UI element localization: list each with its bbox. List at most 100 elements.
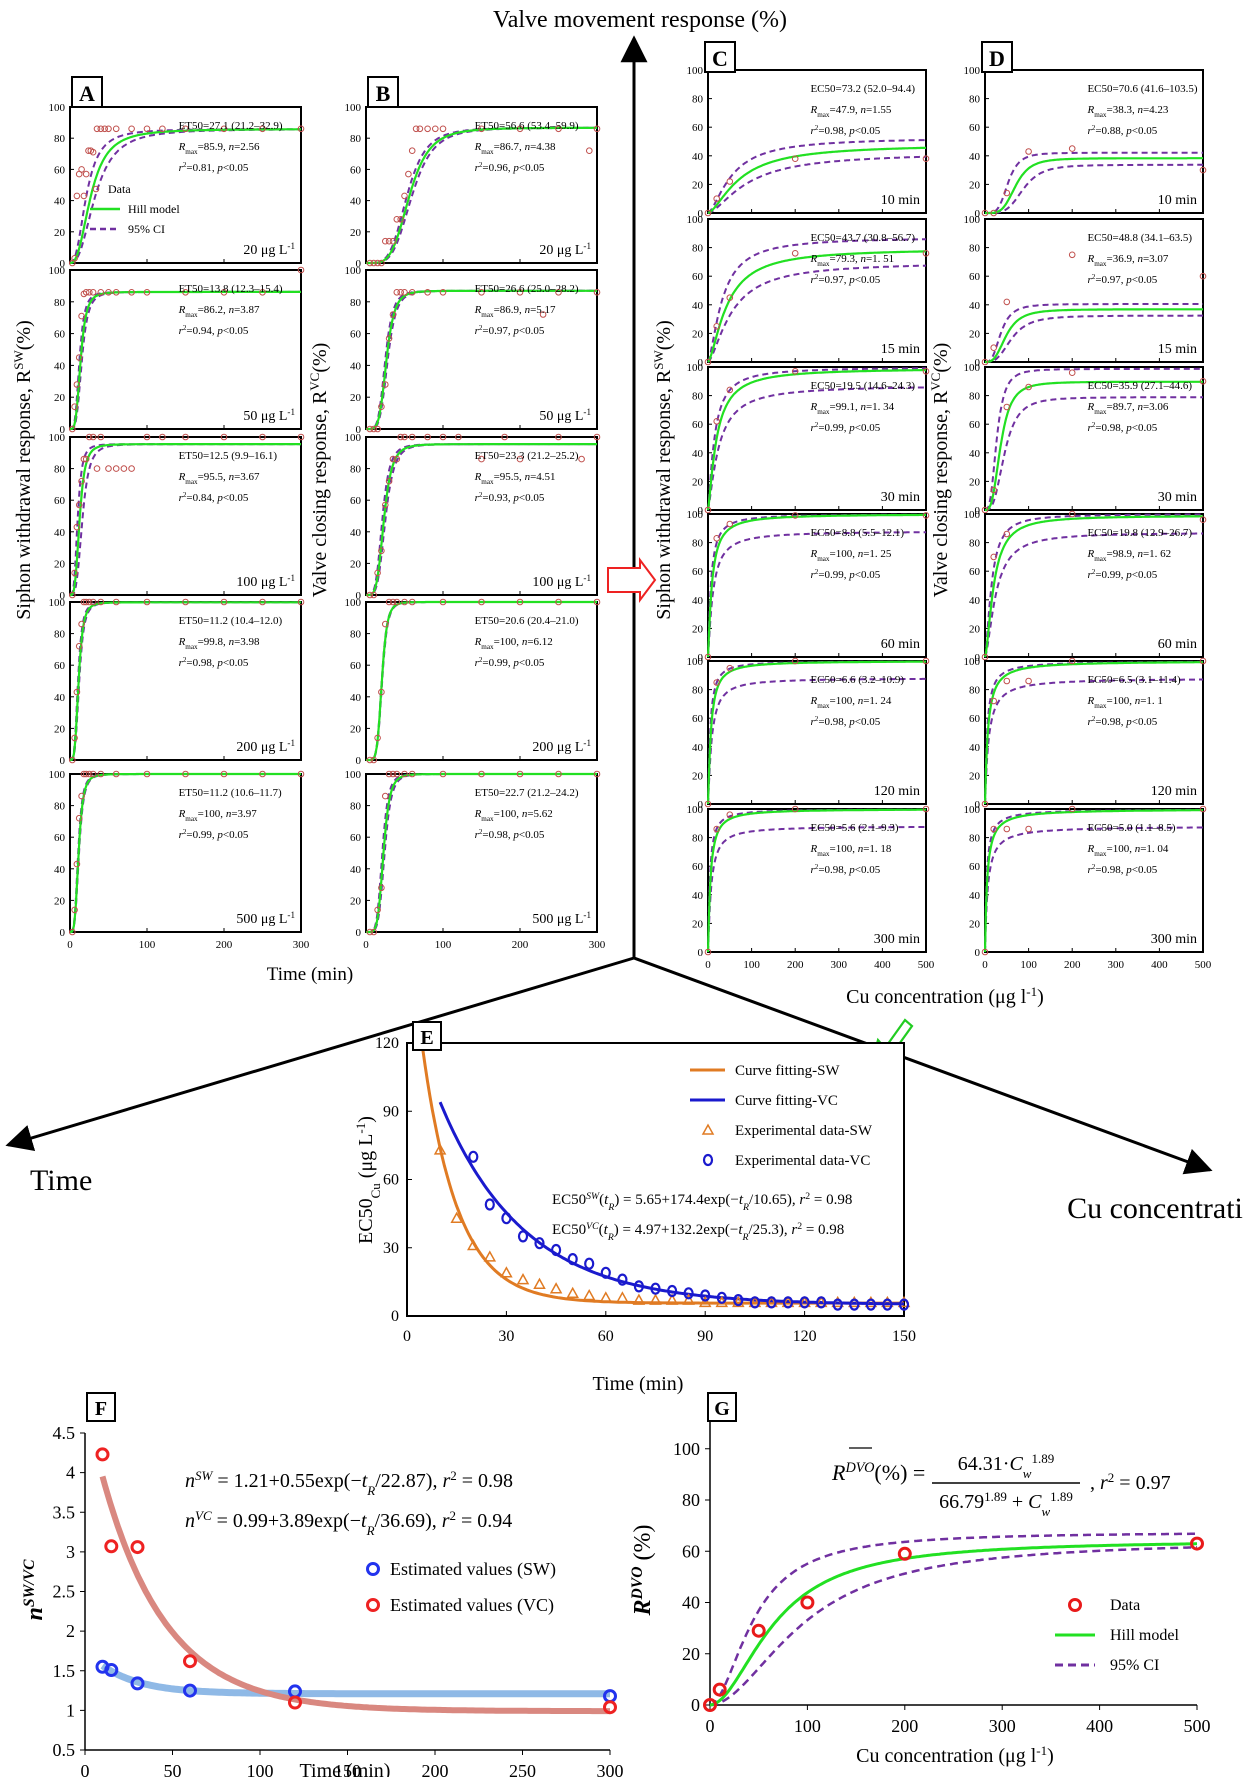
stats-text-part: R bbox=[474, 141, 482, 153]
subplot-a-3: 0 20 40 60 80 100 ET50=12.5 (9.9–16.1) Rmax=95.… bbox=[49, 432, 305, 602]
x-tick-label-part: 100 bbox=[139, 939, 156, 951]
hill-model-line bbox=[983, 809, 1203, 953]
stats-text: Rmax=100, n=1. 18 bbox=[809, 843, 891, 858]
y-tick-label-part: 100 bbox=[964, 65, 981, 77]
data-point bbox=[397, 216, 405, 223]
y-tick-label-part: 3 bbox=[66, 1542, 75, 1562]
stats-text-part: n bbox=[1137, 548, 1143, 560]
panel-label-box bbox=[981, 41, 1013, 73]
data-point bbox=[128, 465, 135, 472]
x-axis-label: Time (min) bbox=[300, 1760, 391, 1777]
equation-r2-part: = 0.97 bbox=[1114, 1472, 1170, 1494]
stats-text-part: n bbox=[229, 304, 235, 316]
subplot-b-3: 0 20 40 60 80 100 ET50=23.3 (21.2–25.2) Rmax=95… bbox=[345, 432, 601, 602]
x-tick-label-part: 0 bbox=[403, 1328, 411, 1345]
y-tick-label-part: 20 bbox=[692, 623, 704, 635]
equation-sw-part: SW bbox=[195, 1468, 214, 1483]
equation-sw-part: = 1.21+0.55exp(− bbox=[212, 1470, 361, 1492]
stats-text: r2=0.99, p<0.05 bbox=[810, 421, 880, 434]
stats-text-part: max bbox=[481, 148, 494, 156]
data-point bbox=[97, 598, 105, 606]
data-point bbox=[75, 501, 83, 509]
y-tick-label: 80 bbox=[350, 464, 362, 476]
stats-text-part: =100, bbox=[494, 636, 522, 648]
data-point bbox=[593, 770, 601, 778]
y-tick-label: 80 bbox=[969, 243, 981, 255]
stats-text-part: =100, bbox=[829, 548, 857, 560]
stats-text: EC50=6.5 (3.1–11.4) bbox=[1087, 674, 1181, 686]
data-point bbox=[408, 598, 416, 606]
y-tick-label-part: 40 bbox=[350, 864, 362, 876]
y-tick-label-part: 80 bbox=[692, 538, 704, 550]
y-tick-label: 20 bbox=[692, 328, 704, 340]
data-point-vc bbox=[501, 1212, 512, 1225]
condition-label-part: -1 bbox=[287, 738, 295, 748]
y-tick-label: 20 bbox=[692, 623, 704, 635]
stats-text: EC50=19.5 (14.6–24.3) bbox=[810, 380, 915, 392]
y-tick-label: 40 bbox=[54, 196, 66, 208]
stats-text-part: p bbox=[512, 492, 519, 504]
condition-label: 10 min bbox=[881, 193, 920, 208]
condition-label-part: 50 μg L bbox=[243, 409, 287, 424]
data-point bbox=[555, 433, 562, 441]
y-axis-label: EC50Cu (μg L-1) bbox=[353, 1116, 383, 1244]
condition-label-part: 60 min bbox=[1158, 637, 1197, 652]
y-tick-label: 60 bbox=[350, 164, 362, 176]
y-tick-label-part: 20 bbox=[54, 558, 66, 570]
data-point bbox=[80, 192, 88, 200]
stats-text-part: <0.05 bbox=[1132, 569, 1158, 581]
data-point-vc bbox=[617, 1273, 628, 1286]
data-point bbox=[432, 125, 439, 133]
data-point bbox=[143, 770, 151, 778]
legend-data-label: Data bbox=[1110, 1597, 1140, 1614]
x-tick-label-part: 500 bbox=[1184, 1716, 1211, 1736]
y-tick-label-part: 0 bbox=[698, 208, 704, 220]
y-tick-label: 100 bbox=[49, 769, 66, 781]
hill-model-line bbox=[707, 146, 926, 215]
data-point bbox=[401, 289, 408, 296]
condition-label: 20 μg L-1 bbox=[243, 241, 295, 258]
y-tick-label: 20 bbox=[692, 476, 704, 488]
y-tick-label: 100 bbox=[49, 432, 66, 444]
data-point bbox=[393, 289, 401, 296]
y-tick-label-part: 0 bbox=[356, 258, 362, 270]
plot-frame bbox=[365, 436, 598, 596]
stats-text-part: ET50=26.6 (25.0–28.2) bbox=[475, 283, 579, 295]
y-tick-label: 100 bbox=[964, 214, 981, 226]
stats-text: r2=0.97, p<0.05 bbox=[810, 273, 880, 286]
stats-text-part: =0.98, bbox=[186, 657, 217, 669]
x-tick-label-part: 500 bbox=[918, 959, 935, 971]
equation-sw: nSW = 1.21+0.55exp(−tR/22.87), r2 = 0.98 bbox=[185, 1468, 513, 1498]
stats-text: r2=0.81, p<0.05 bbox=[179, 161, 249, 174]
stats-text: r2=0.98, p<0.05 bbox=[810, 124, 880, 137]
stats-text-part: =100, bbox=[1106, 843, 1134, 855]
y-tick-label: 20 bbox=[969, 476, 981, 488]
plot-frame bbox=[69, 106, 302, 264]
y-tick-label-part: 80 bbox=[692, 243, 704, 255]
y-tick-label: 20 bbox=[692, 770, 704, 782]
y-tick-label-part: 60 bbox=[969, 566, 981, 578]
subplot-c-5: 0 20 40 60 80 100 EC50=6.6 (3.2–10.9) Rmax=100,… bbox=[687, 656, 930, 811]
legend-data-marker bbox=[1068, 1598, 1082, 1612]
data-point bbox=[922, 155, 930, 162]
y-axis-label: Valve closing response, RVC(%) bbox=[307, 343, 332, 598]
data-point bbox=[593, 433, 601, 441]
x-tick-label: 200 bbox=[512, 939, 529, 951]
y-tick-label: 2 bbox=[66, 1621, 75, 1641]
data-point bbox=[71, 254, 78, 262]
y-tick-label-part: 20 bbox=[969, 623, 981, 635]
data-point bbox=[120, 465, 128, 472]
y-tick-label: 100 bbox=[345, 432, 362, 444]
stats-text: Rmax=100, n=1. 1 bbox=[1086, 695, 1162, 710]
y-tick-label: 100 bbox=[964, 65, 981, 77]
x-axis-label: Time (min) bbox=[593, 1373, 684, 1395]
stats-text: r2=0.99, p<0.05 bbox=[179, 828, 249, 841]
ci-upper-line bbox=[707, 513, 926, 658]
stats-text-part: p bbox=[512, 325, 519, 337]
y-tick-label-part: 100 bbox=[687, 362, 704, 374]
plot-frame bbox=[984, 513, 1204, 658]
stats-text: ET50=20.6 (20.4–21.0) bbox=[475, 615, 579, 627]
stats-text-part: n bbox=[1137, 253, 1143, 265]
y-tick-label-part: 40 bbox=[692, 448, 704, 460]
stats-text-part: =1. 62 bbox=[1143, 548, 1171, 560]
